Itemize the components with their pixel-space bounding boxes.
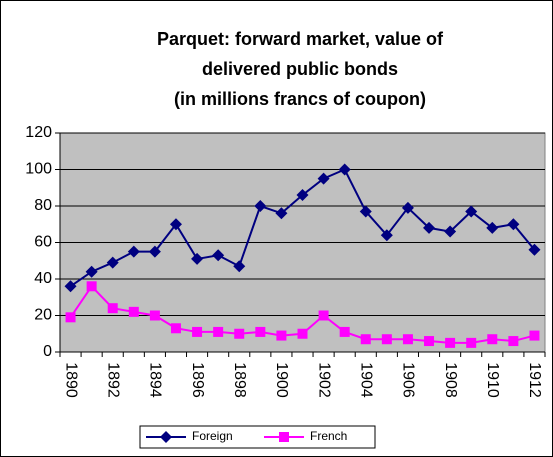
marker xyxy=(127,245,140,258)
x-tick-label: 1898 xyxy=(231,362,248,398)
marker xyxy=(466,337,477,348)
marker xyxy=(64,280,77,293)
x-tick-label: 1890 xyxy=(62,362,79,398)
legend-label: French xyxy=(310,429,347,443)
marker xyxy=(191,252,204,265)
marker xyxy=(381,334,392,345)
marker xyxy=(317,172,330,185)
marker xyxy=(86,281,97,292)
y-tick-label: 60 xyxy=(34,234,52,251)
marker xyxy=(234,328,245,339)
marker xyxy=(360,334,371,345)
marker xyxy=(339,326,350,337)
x-tick-label: 1900 xyxy=(273,362,290,398)
marker xyxy=(170,323,181,334)
marker xyxy=(275,207,288,220)
marker xyxy=(255,326,266,337)
marker xyxy=(279,432,289,442)
x-tick-label: 1894 xyxy=(147,362,164,398)
marker xyxy=(528,243,541,256)
marker xyxy=(106,256,119,269)
marker xyxy=(65,312,76,323)
y-tick-label: 120 xyxy=(25,124,52,141)
x-tick-label: 1910 xyxy=(484,362,501,398)
marker xyxy=(160,431,172,443)
marker xyxy=(444,225,457,238)
x-tick-label: 1902 xyxy=(315,362,332,398)
y-tick-label: 20 xyxy=(34,307,52,324)
marker xyxy=(192,326,203,337)
chart-title: Parquet: forward market, value of deliver… xyxy=(157,29,444,109)
legend-box xyxy=(139,425,376,449)
marker xyxy=(486,221,499,234)
marker xyxy=(507,218,520,231)
marker xyxy=(254,200,267,212)
marker xyxy=(128,306,139,317)
marker xyxy=(445,337,456,348)
marker xyxy=(402,334,413,345)
legend: Foreign French xyxy=(139,425,376,449)
marker xyxy=(107,303,118,314)
x-tick-label: 1904 xyxy=(358,362,375,398)
title-line: delivered public bonds xyxy=(202,59,398,79)
marker xyxy=(213,326,224,337)
legend-label: Foreign xyxy=(192,429,233,443)
marker xyxy=(380,229,393,242)
y-tick-label: 100 xyxy=(25,161,52,178)
marker xyxy=(359,205,372,218)
marker xyxy=(401,201,414,214)
title-line: Parquet: forward market, value of xyxy=(157,29,444,49)
x-tick-label: 1908 xyxy=(442,362,459,398)
marker xyxy=(338,163,351,176)
marker xyxy=(149,310,160,321)
marker xyxy=(296,189,309,202)
marker xyxy=(529,330,540,341)
x-tick-label: 1892 xyxy=(104,362,121,398)
x-tick-label: 1896 xyxy=(189,362,206,398)
marker xyxy=(169,218,182,231)
marker xyxy=(465,205,478,218)
marker xyxy=(318,310,329,321)
marker xyxy=(85,265,98,278)
title-line: (in millions francs of coupon) xyxy=(174,89,426,109)
x-tick-label: 1912 xyxy=(526,362,543,398)
marker xyxy=(276,330,287,341)
marker xyxy=(487,334,498,345)
marker xyxy=(148,245,161,258)
marker xyxy=(297,328,308,339)
marker xyxy=(508,336,519,347)
y-tick-label: 0 xyxy=(43,343,52,360)
marker xyxy=(423,221,436,234)
marker xyxy=(212,249,225,262)
marker xyxy=(424,336,435,347)
x-tick-label: 1906 xyxy=(400,362,417,398)
y-tick-label: 80 xyxy=(34,197,52,214)
marker xyxy=(233,260,246,273)
y-tick-label: 40 xyxy=(34,270,52,287)
